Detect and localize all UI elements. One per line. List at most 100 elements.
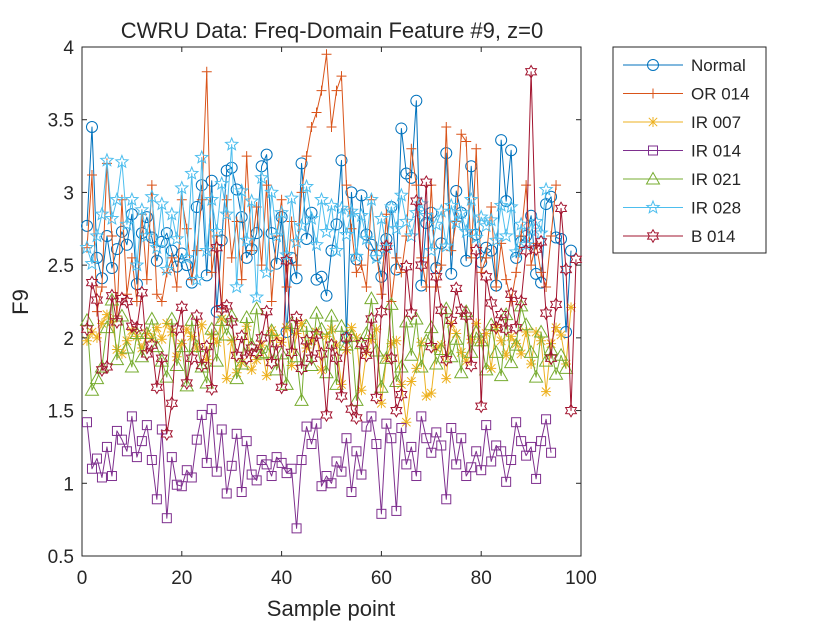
data-point-ir-007 (206, 329, 217, 340)
data-point-ir-021 (209, 353, 225, 367)
data-point-ir-007 (371, 324, 382, 335)
data-point-normal (115, 225, 128, 238)
data-point-b-014 (544, 351, 558, 366)
data-point-ir-028 (129, 257, 145, 272)
data-point-ir-007 (406, 376, 417, 387)
data-point-ir-028 (279, 247, 295, 262)
data-point-or-014 (296, 187, 307, 198)
legend-item-ir-007: IR 007 (623, 113, 741, 132)
data-point-ir-021 (304, 357, 319, 371)
data-point-b-014 (265, 355, 278, 370)
data-point-b-014 (150, 380, 164, 395)
data-point-or-014 (146, 180, 157, 191)
data-point-ir-021 (239, 309, 255, 323)
data-point-ir-028 (348, 248, 364, 263)
data-point-ir-021 (214, 312, 230, 326)
data-point-ir-028 (473, 209, 489, 224)
data-point-ir-028 (483, 212, 499, 227)
data-point-ir-007 (116, 348, 127, 359)
data-point-normal (325, 244, 338, 257)
data-point-ir-014 (351, 446, 362, 457)
data-point-b-014 (325, 337, 338, 353)
data-point-ir-014 (116, 434, 127, 445)
data-point-or-014 (521, 180, 532, 191)
data-point-b-014 (350, 410, 363, 426)
data-point-ir-028 (304, 210, 320, 225)
legend-item-or-014: OR 014 (623, 85, 750, 104)
x-axis-label: Sample point (267, 596, 395, 621)
data-point-ir-021 (398, 314, 414, 328)
data-point-ir-014 (486, 456, 497, 467)
data-point-ir-028 (169, 231, 185, 246)
data-point-ir-021 (94, 359, 110, 373)
data-point-ir-021 (104, 292, 120, 306)
data-point-ir-014 (241, 436, 252, 447)
data-point-ir-014 (221, 488, 232, 499)
data-point-b-014 (285, 345, 298, 360)
data-point-ir-028 (538, 181, 554, 196)
data-point-b-014 (260, 304, 273, 319)
data-point-ir-021 (134, 349, 150, 363)
data-point-b-014 (385, 351, 398, 366)
data-point-ir-007 (181, 324, 192, 335)
data-point-b-014 (435, 303, 448, 318)
data-point-ir-014 (191, 434, 202, 445)
data-point-ir-028 (289, 233, 305, 249)
data-point-b-014 (464, 358, 478, 373)
data-point-ir-021 (498, 307, 514, 321)
data-point-ir-014 (466, 462, 477, 473)
data-point-ir-007 (456, 347, 467, 358)
data-point-b-014 (180, 375, 194, 391)
data-point-ir-014 (501, 476, 512, 487)
data-point-normal (260, 148, 273, 161)
data-point-normal (160, 227, 173, 240)
data-point-or-014 (241, 151, 252, 162)
data-point-normal (505, 144, 518, 157)
data-point-ir-021 (124, 359, 140, 373)
data-point-or-014 (466, 252, 477, 263)
x-tick-label: 0 (77, 568, 88, 589)
data-point-ir-028 (154, 196, 170, 211)
data-point-ir-014 (91, 453, 102, 464)
data-point-or-014 (331, 85, 342, 96)
data-point-ir-007 (161, 318, 172, 329)
data-point-ir-014 (421, 433, 432, 444)
data-point-ir-021 (488, 344, 504, 358)
data-point-or-014 (86, 169, 97, 180)
data-point-ir-028 (309, 236, 325, 252)
data-point-ir-014 (341, 433, 352, 444)
data-point-b-014 (420, 175, 433, 190)
series-ir-014 (81, 404, 557, 534)
data-point-normal (275, 211, 288, 224)
data-point-b-014 (395, 387, 408, 402)
data-point-ir-021 (229, 371, 245, 385)
data-point-ir-007 (111, 344, 122, 355)
data-point-ir-028 (209, 223, 225, 239)
data-point-or-014 (141, 274, 152, 285)
data-point-b-014 (380, 239, 393, 254)
data-point-ir-028 (433, 203, 449, 218)
data-point-or-014 (486, 201, 497, 212)
data-point-or-014 (546, 231, 557, 242)
data-point-ir-028 (84, 255, 100, 271)
data-point-ir-028 (119, 216, 135, 231)
data-point-or-014 (311, 107, 322, 118)
data-point-normal (450, 184, 463, 197)
data-point-or-014 (151, 289, 162, 300)
data-point-b-014 (425, 339, 438, 354)
data-point-ir-021 (339, 337, 354, 351)
data-point-ir-028 (134, 202, 150, 217)
data-point-ir-014 (206, 404, 217, 415)
data-point-ir-007 (561, 359, 572, 370)
data-point-normal (180, 259, 193, 272)
data-point-normal (335, 154, 348, 167)
x-tick-label: 20 (171, 568, 192, 589)
data-point-ir-021 (259, 344, 274, 358)
data-point-or-014 (456, 129, 467, 140)
data-point-ir-014 (286, 463, 297, 474)
data-point-or-014 (391, 252, 402, 263)
series-line-ir-028 (86, 143, 547, 298)
data-point-b-014 (215, 301, 228, 316)
data-point-ir-028 (324, 197, 339, 212)
legend-label: IR 028 (691, 199, 741, 218)
